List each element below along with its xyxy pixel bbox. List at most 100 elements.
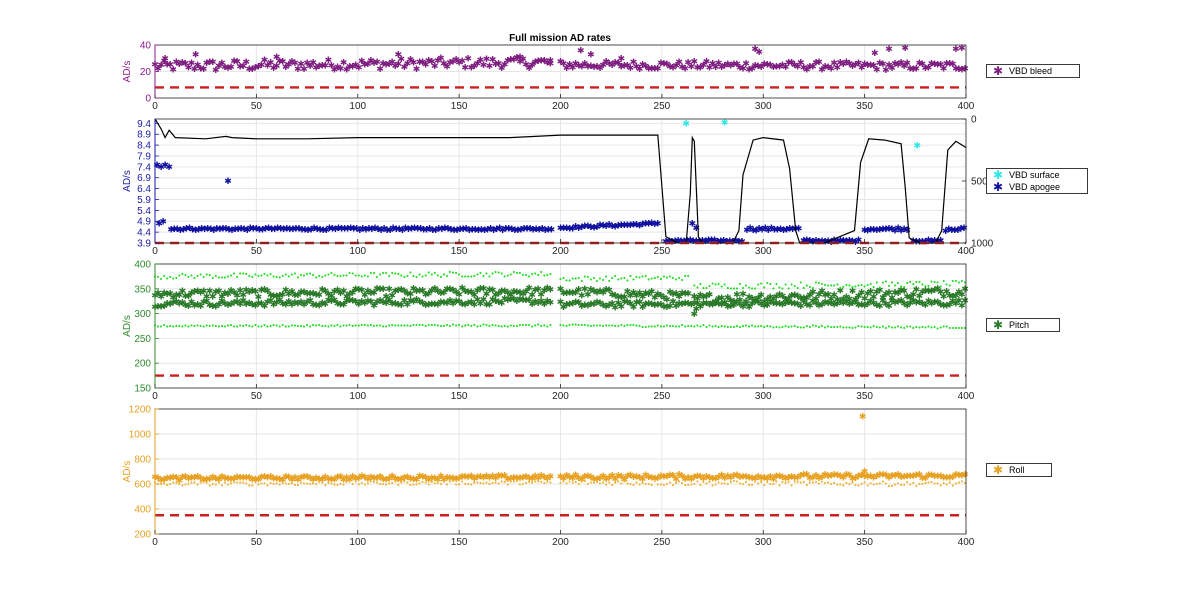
series-pitch: ✱✱✱✱✱✱✱✱✱✱✱✱✱✱✱✱✱✱✱✱✱✱✱✱✱✱✱✱✱✱✱✱✱✱✱✱✱✱✱✱… <box>151 284 969 320</box>
data-point: ✱ <box>207 225 215 235</box>
data-point: • <box>342 322 346 330</box>
x-tick-label: 50 <box>251 246 263 257</box>
data-point: • <box>238 322 242 330</box>
data-point: ✱ <box>279 300 287 310</box>
data-point: • <box>717 281 721 289</box>
data-point: • <box>835 281 839 289</box>
x-tick-label: 100 <box>349 537 366 548</box>
data-point: • <box>168 273 172 281</box>
data-point: ✱ <box>919 288 927 298</box>
data-point: ✱ <box>188 289 196 299</box>
data-point: ✱ <box>618 54 626 64</box>
data-point: ✱ <box>891 298 899 308</box>
data-point: ✱ <box>261 302 269 312</box>
data-point: ✱ <box>958 44 966 54</box>
data-point: • <box>457 322 461 330</box>
data-point: ✱ <box>706 300 714 310</box>
data-point: ✱ <box>171 225 179 235</box>
data-point: ✱ <box>355 286 363 296</box>
data-point: ✱ <box>173 298 181 308</box>
data-point: ✱ <box>770 63 778 73</box>
data-point: ✱ <box>227 63 235 73</box>
data-point: ✱ <box>785 295 793 305</box>
data-point: ✱ <box>928 287 936 297</box>
data-point: ✱ <box>627 292 635 302</box>
data-point: ✱ <box>440 299 448 309</box>
data-point: ✱ <box>209 58 217 68</box>
data-point: ✱ <box>958 290 966 300</box>
data-point: ✱ <box>624 298 632 308</box>
data-point: ✱ <box>404 60 412 70</box>
data-point: ✱ <box>627 64 635 74</box>
data-point: ✱ <box>215 301 223 311</box>
data-point: ✱ <box>407 297 415 307</box>
data-point: ✱ <box>746 224 754 234</box>
data-point: ✱ <box>233 297 241 307</box>
data-point: • <box>284 323 288 331</box>
data-point: • <box>521 272 525 280</box>
data-point: ✱ <box>464 299 472 309</box>
data-point: ✱ <box>267 59 275 69</box>
data-point: ✱ <box>575 298 583 308</box>
data-point: • <box>217 274 221 282</box>
data-point: ✱ <box>855 301 863 311</box>
data-point: • <box>887 283 891 291</box>
data-point: ✱ <box>206 58 214 68</box>
data-point: ✱ <box>830 301 838 311</box>
data-point: ✱ <box>431 300 439 310</box>
data-point: ✱ <box>153 161 161 171</box>
data-point: • <box>823 281 827 289</box>
data-point: ✱ <box>174 225 182 235</box>
data-point: • <box>558 322 562 330</box>
data-point: ✱ <box>456 225 464 235</box>
data-point: ✱ <box>818 66 826 76</box>
y-tick-label: 400 <box>134 505 151 516</box>
data-point: • <box>262 321 266 329</box>
data-point: ✱ <box>870 62 878 72</box>
data-point: • <box>586 322 590 330</box>
data-point: ✱ <box>846 300 854 310</box>
data-point: ✱ <box>320 226 328 236</box>
data-point: • <box>433 322 437 330</box>
data-point: • <box>811 285 815 293</box>
data-point: • <box>229 272 233 280</box>
data-point: • <box>631 276 635 284</box>
data-point: ✱ <box>894 289 902 299</box>
data-point: ✱ <box>776 300 784 310</box>
data-point: • <box>281 322 285 330</box>
data-point: • <box>293 270 297 278</box>
data-point: ✱ <box>645 290 653 300</box>
data-point: ✱ <box>167 225 175 235</box>
data-point: • <box>199 271 203 279</box>
data-point: ✱ <box>370 301 378 311</box>
data-point: • <box>814 323 818 331</box>
data-point: • <box>741 323 745 331</box>
data-point: ✱ <box>782 296 790 306</box>
data-point: • <box>390 269 394 277</box>
data-point: ✱ <box>288 301 296 311</box>
data-point: ✱ <box>310 224 318 234</box>
data-point: ✱ <box>803 66 811 76</box>
data-point: ✱ <box>569 300 577 310</box>
data-point: ✱ <box>563 300 571 310</box>
data-point: ✱ <box>513 288 521 298</box>
data-point: • <box>500 323 504 331</box>
legend-label: VBD apogee <box>1009 182 1061 192</box>
data-point: • <box>348 269 352 277</box>
data-point: ✱ <box>425 300 433 310</box>
data-point: • <box>159 323 163 331</box>
data-point: ✱ <box>666 302 674 312</box>
data-point: ✱ <box>276 292 284 302</box>
data-point: ✱ <box>231 225 239 235</box>
data-point: ✱ <box>340 301 348 311</box>
data-point: ✱ <box>751 45 759 55</box>
data-point: ✱ <box>651 301 659 311</box>
data-point: ✱ <box>541 286 549 296</box>
data-point: ✱ <box>393 225 401 235</box>
data-point: ✱ <box>721 299 729 309</box>
data-point: • <box>847 282 851 290</box>
data-point: ✱ <box>477 299 485 309</box>
y-tick-label: 400 <box>134 260 151 271</box>
y-tick-label: 300 <box>134 309 151 320</box>
data-point: • <box>253 322 257 330</box>
